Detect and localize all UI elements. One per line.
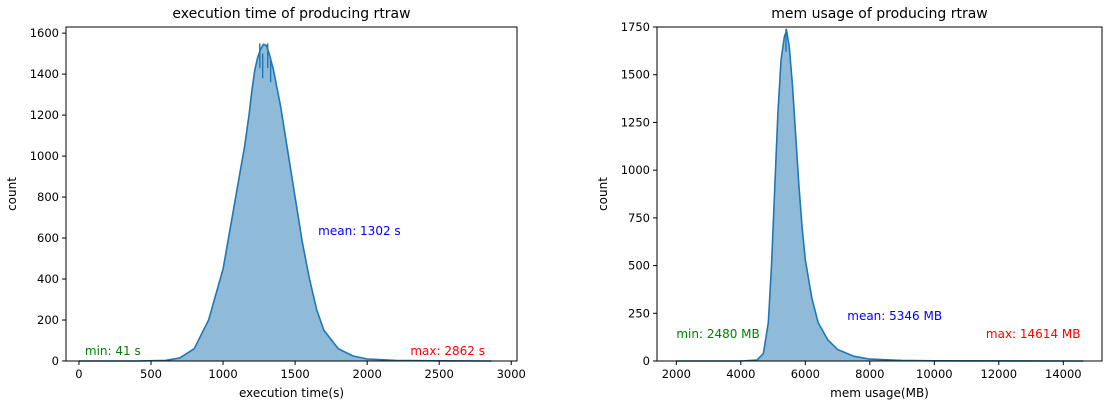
y-tick-label: 200 [37, 313, 59, 327]
x-tick-label: 3000 [497, 367, 526, 381]
y-tick-label: 500 [628, 259, 650, 273]
axis-ticks: 2000 4000 6000 8000 10000 12000 14000 0 250 500 75… [621, 20, 1082, 381]
y-tick-label: 1200 [30, 108, 59, 122]
x-axis-label: execution time(s) [239, 386, 344, 400]
chart-title: mem usage of producing rtraw [771, 6, 987, 22]
axis-ticks: 0 500 1000 1500 2000 2500 3000 0 200 400 600 800 100… [30, 26, 526, 381]
execution-time-chart: execution time of producing rtraw execut… [5, 6, 526, 400]
mean-annotation: mean: 1302 s [318, 224, 401, 238]
x-tick-label: 500 [140, 367, 162, 381]
x-tick-label: 14000 [1045, 367, 1082, 381]
x-tick-label: 10000 [916, 367, 953, 381]
y-tick-label: 1750 [621, 20, 650, 34]
y-tick-label: 400 [37, 272, 59, 286]
y-tick-label: 0 [643, 354, 650, 368]
max-annotation: max: 14614 MB [986, 327, 1081, 341]
y-tick-label: 1000 [621, 163, 650, 177]
mean-annotation: mean: 5346 MB [847, 309, 942, 323]
histogram-outline [676, 27, 1084, 362]
plot-area [65, 26, 518, 362]
x-tick-label: 8000 [855, 367, 884, 381]
y-tick-label: 750 [628, 211, 650, 225]
min-annotation: min: 41 s [85, 344, 141, 358]
axes-frame [656, 26, 1103, 362]
y-tick-label: 1000 [30, 149, 59, 163]
y-tick-label: 0 [52, 354, 59, 368]
histogram-area [78, 44, 492, 362]
plot-area [656, 26, 1103, 362]
y-tick-label: 800 [37, 190, 59, 204]
y-tick-label: 1250 [621, 115, 650, 129]
axes-frame [65, 26, 518, 362]
y-axis-label: count [5, 177, 19, 211]
y-tick-label: 250 [628, 306, 650, 320]
min-annotation: min: 2480 MB [676, 327, 759, 341]
chart-title: execution time of producing rtraw [172, 6, 410, 22]
mem-usage-chart: mem usage of producing rtraw mem usage(M… [596, 6, 1103, 400]
y-tick-label: 1400 [30, 67, 59, 81]
x-tick-label: 0 [75, 367, 82, 381]
y-tick-label: 600 [37, 231, 59, 245]
y-tick-label: 1500 [621, 68, 650, 82]
x-axis-label: mem usage(MB) [830, 386, 929, 400]
histogram-outline [79, 43, 492, 362]
max-annotation: max: 2862 s [410, 344, 485, 358]
x-tick-label: 6000 [791, 367, 820, 381]
y-tick-label: 1600 [30, 26, 59, 40]
x-tick-label: 2000 [662, 367, 691, 381]
x-tick-label: 2500 [425, 367, 454, 381]
x-tick-label: 12000 [981, 367, 1018, 381]
y-axis-label: count [596, 177, 610, 211]
x-tick-label: 1500 [280, 367, 309, 381]
x-tick-label: 4000 [726, 367, 755, 381]
x-tick-label: 2000 [353, 367, 382, 381]
x-tick-label: 1000 [208, 367, 237, 381]
